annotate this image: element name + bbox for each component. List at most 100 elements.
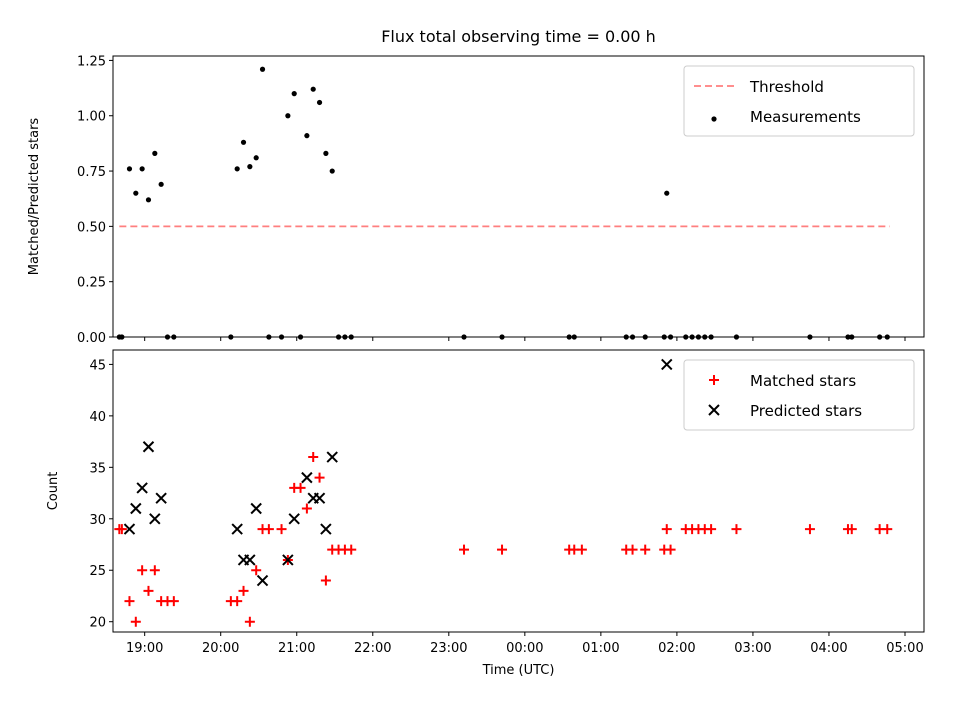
matched-star-point (314, 472, 325, 483)
legend-measurement-swatch (711, 116, 717, 122)
measurement-point (253, 155, 259, 161)
matched-star-point (706, 524, 717, 535)
measurement-point (247, 164, 253, 170)
legend-label: Predicted stars (750, 402, 862, 420)
x-tick-label: 04:00 (810, 641, 847, 656)
matched-star-point (346, 544, 357, 555)
x-tick-label: 19:00 (126, 641, 163, 656)
y-tick-label: 30 (89, 513, 106, 528)
x-tick-label: 03:00 (734, 641, 771, 656)
predicted-star-point (288, 513, 300, 525)
x-axis-label: Time (UTC) (482, 663, 555, 678)
matched-star-point (459, 544, 470, 555)
predicted-star-point (244, 554, 256, 566)
matched-star-point (124, 596, 135, 607)
x-tick-label: 02:00 (658, 641, 695, 656)
y-tick-label: 25 (89, 564, 106, 579)
matched-star-point (301, 503, 312, 514)
measurement-point (304, 133, 310, 139)
x-tick-label: 01:00 (582, 641, 619, 656)
y-tick-label: 45 (89, 358, 106, 373)
measurement-point (323, 150, 329, 156)
x-tick-label: 22:00 (354, 641, 391, 656)
measurement-point (291, 91, 297, 97)
x-tick-label: 23:00 (430, 641, 467, 656)
predicted-star-point (256, 574, 269, 587)
predicted-star-point (136, 482, 148, 494)
predicted-star-point (149, 513, 161, 525)
matched-star-point (130, 616, 141, 627)
predicted-star-point (326, 451, 338, 463)
matched-star-point (168, 596, 179, 607)
measurement-point (316, 99, 323, 106)
x-tick-label: 05:00 (886, 641, 923, 656)
chart-title: Flux total observing time = 0.00 h (381, 27, 656, 46)
y-tick-label: 20 (89, 616, 106, 631)
predicted-star-point (142, 441, 155, 453)
measurement-point (133, 190, 139, 196)
predicted-star-point (661, 358, 673, 371)
y-tick-label: 0.25 (77, 276, 106, 291)
predicted-star-point (155, 492, 167, 504)
y-tick-label: 0.00 (77, 331, 106, 346)
matched-star-point (308, 452, 319, 463)
y-tick-label: 1.00 (77, 110, 106, 125)
matched-star-point (251, 565, 262, 576)
measurement-point (329, 168, 335, 174)
matched-star-point (576, 544, 587, 555)
legend-box (683, 65, 915, 137)
measurement-point (126, 166, 133, 172)
x-tick-label: 00:00 (506, 641, 543, 656)
matched-star-point (320, 575, 331, 586)
predicted-star-point (301, 471, 313, 484)
legend: Matched stars Predicted stars (683, 359, 915, 431)
measurement-point (285, 113, 291, 119)
measurement-point (259, 66, 266, 72)
matched-star-point (276, 524, 287, 535)
predicted-star-point (282, 554, 294, 566)
matched-star-point (640, 544, 651, 555)
predicted-star-point (320, 523, 332, 535)
measurement-point (310, 86, 316, 92)
measurement-point (664, 190, 670, 196)
matched-star-point (149, 565, 160, 576)
legend-predicted-swatch (708, 404, 720, 416)
legend-label: Threshold (749, 78, 824, 96)
top-panel: Flux total observing time = 0.00 h Matche… (27, 27, 925, 346)
legend-label: Matched stars (750, 372, 856, 390)
matched-star-point (137, 565, 148, 576)
legend: Threshold Measurements (683, 65, 915, 137)
y-tick-label: 40 (89, 410, 106, 425)
matched-star-point (661, 524, 672, 535)
predicted-star-point (313, 492, 326, 504)
matched-star-point (882, 524, 893, 535)
legend-matched-swatch (709, 375, 719, 385)
x-tick-label: 21:00 (278, 641, 315, 656)
plot-frame (112, 349, 925, 633)
matched-star-point (143, 585, 154, 596)
measurement-point (234, 166, 240, 172)
y-axis-label: Count (46, 472, 61, 511)
measurement-point (158, 181, 164, 187)
measurement-point (139, 166, 145, 172)
legend-label: Measurements (750, 108, 861, 126)
bottom-panel: Count 20 25 30 35 40 45 19:00 20:00 21:00 22:00 23:… (46, 349, 925, 678)
y-tick-label: 0.50 (77, 220, 106, 235)
matched-star-point (263, 524, 274, 535)
y-axis-label: Matched/Predicted stars (27, 118, 42, 276)
matched-star-point (627, 544, 638, 555)
matched-star-point (665, 544, 676, 555)
x-tick-label: 20:00 (202, 641, 239, 656)
matched-star-point (497, 544, 508, 555)
predicted-star-point (130, 502, 142, 515)
legend-box (683, 359, 915, 431)
y-tick-label: 0.75 (77, 165, 106, 180)
matched-star-point (238, 585, 249, 596)
matched-star-point (116, 524, 127, 535)
predicted-star-point (231, 523, 243, 535)
plot-frame (112, 55, 925, 338)
measurement-point (145, 197, 152, 203)
matched-star-point (244, 616, 255, 627)
measurement-point (240, 139, 247, 145)
